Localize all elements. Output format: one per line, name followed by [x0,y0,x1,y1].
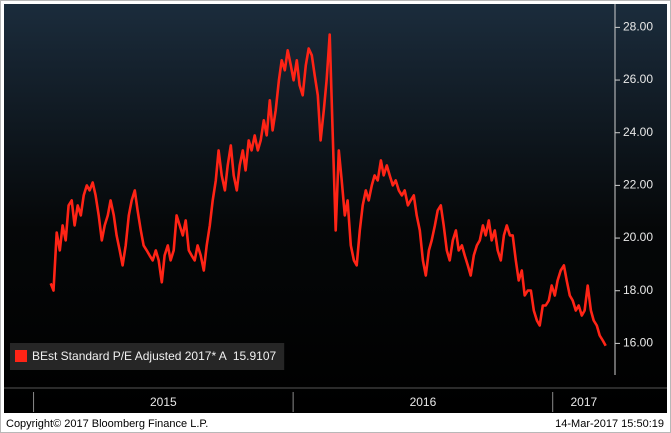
series-line [49,33,607,347]
y-tick-label: 22.00 [623,178,653,192]
x-tick-label: 2016 [410,395,437,409]
x-tick-label: 2015 [150,395,177,409]
y-tick-label: 28.00 [623,20,653,34]
copyright: Copyright© 2017 Bloomberg Finance L.P. [6,418,208,430]
legend-swatch [15,350,27,362]
x-tick-label: 2017 [570,395,597,409]
y-tick-label: 24.00 [623,125,653,139]
y-tick-label: 16.00 [623,336,653,350]
timestamp: 14-Mar-2017 15:50:19 [555,418,664,430]
legend-label: BEst Standard P/E Adjusted 2017* A [32,349,227,363]
legend-box [10,343,285,370]
y-tick-label: 20.00 [623,230,653,244]
y-tick-label: 26.00 [623,72,653,86]
legend-value: 15.9107 [233,349,277,363]
y-tick-label: 18.00 [623,283,653,297]
legend: BEst Standard P/E Adjusted 2017* A 15.910… [10,343,285,370]
